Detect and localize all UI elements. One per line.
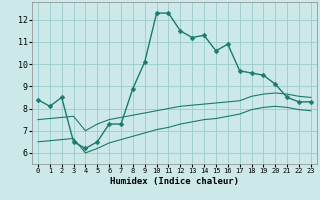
X-axis label: Humidex (Indice chaleur): Humidex (Indice chaleur) — [110, 177, 239, 186]
